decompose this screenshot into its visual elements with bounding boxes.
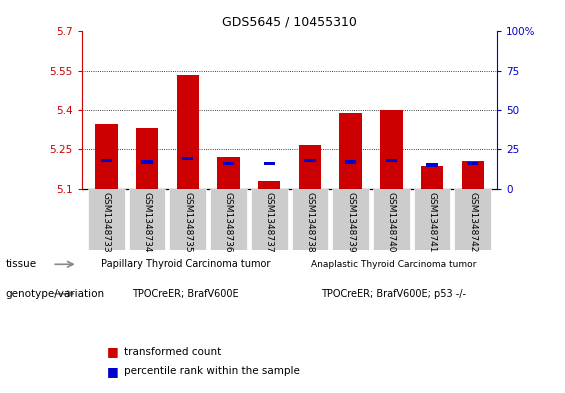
Text: ■: ■ [107, 345, 119, 358]
Text: GSM1348735: GSM1348735 [183, 192, 192, 252]
Text: percentile rank within the sample: percentile rank within the sample [124, 366, 300, 376]
Bar [218, 157, 240, 189]
Text: Papillary Thyroid Carcinoma tumor: Papillary Thyroid Carcinoma tumor [101, 259, 271, 269]
Bar [177, 75, 199, 189]
FancyBboxPatch shape [414, 189, 450, 250]
Text: GSM1348740: GSM1348740 [387, 192, 396, 252]
Bar [258, 181, 280, 189]
Text: GSM1348737: GSM1348737 [265, 192, 273, 252]
FancyBboxPatch shape [373, 189, 410, 250]
Bar [141, 160, 153, 163]
Text: GSM1348739: GSM1348739 [346, 192, 355, 252]
Text: Anaplastic Thyroid Carcinoma tumor: Anaplastic Thyroid Carcinoma tumor [311, 260, 476, 269]
Bar [136, 129, 158, 189]
Text: ■: ■ [107, 365, 119, 378]
Bar [299, 145, 321, 189]
Text: tissue: tissue [6, 259, 37, 269]
FancyBboxPatch shape [251, 189, 288, 250]
Text: GSM1348736: GSM1348736 [224, 192, 233, 252]
FancyBboxPatch shape [170, 189, 206, 250]
Bar [95, 125, 118, 189]
Bar [380, 110, 402, 189]
Text: GSM1348734: GSM1348734 [142, 192, 151, 252]
Bar [421, 166, 444, 189]
FancyBboxPatch shape [454, 189, 491, 250]
Text: TPOCreER; BrafV600E: TPOCreER; BrafV600E [132, 289, 239, 299]
Bar [340, 113, 362, 189]
Bar [182, 157, 193, 160]
Text: GSM1348742: GSM1348742 [468, 192, 477, 252]
Bar [462, 161, 484, 189]
FancyBboxPatch shape [210, 189, 247, 250]
Text: GSM1348733: GSM1348733 [102, 192, 111, 252]
FancyBboxPatch shape [292, 189, 328, 250]
FancyBboxPatch shape [332, 189, 369, 250]
Bar [264, 162, 275, 165]
Text: GSM1348741: GSM1348741 [428, 192, 437, 252]
Bar [467, 162, 479, 165]
Bar [101, 159, 112, 162]
Title: GDS5645 / 10455310: GDS5645 / 10455310 [222, 16, 357, 29]
Bar [345, 160, 356, 163]
Bar [305, 159, 315, 162]
FancyBboxPatch shape [129, 189, 166, 250]
Text: genotype/variation: genotype/variation [6, 289, 105, 299]
Bar [223, 162, 234, 165]
Text: TPOCreER; BrafV600E; p53 -/-: TPOCreER; BrafV600E; p53 -/- [321, 289, 466, 299]
Bar [427, 163, 438, 167]
Bar [386, 159, 397, 162]
Text: GSM1348738: GSM1348738 [306, 192, 314, 252]
FancyBboxPatch shape [88, 189, 125, 250]
Text: transformed count: transformed count [124, 347, 221, 357]
